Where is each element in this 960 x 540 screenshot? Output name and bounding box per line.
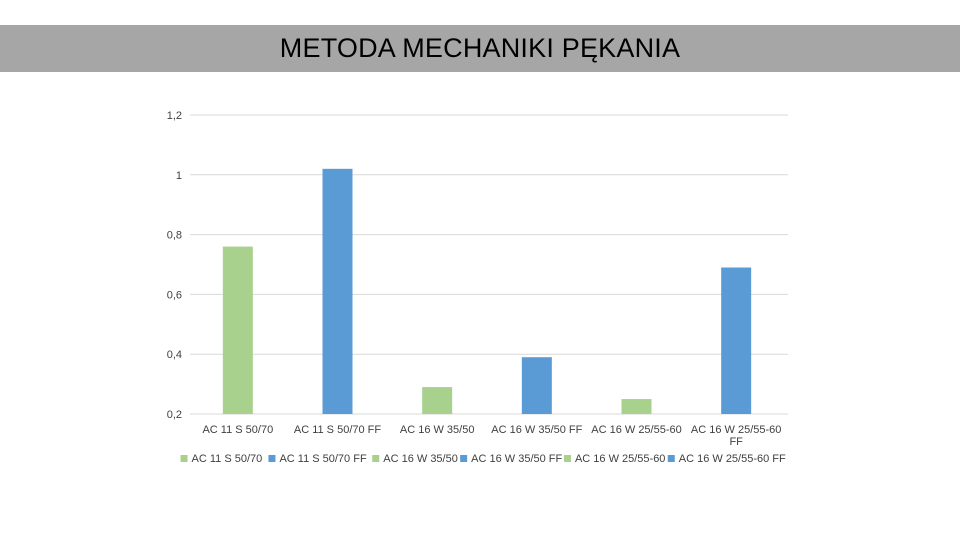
y-tick-label: 1 bbox=[176, 170, 182, 182]
bar bbox=[422, 387, 453, 414]
x-category-label: FF bbox=[729, 436, 743, 448]
bar bbox=[521, 357, 552, 414]
y-axis-ticks: 0,2 0,4 0,6 0,8 1 1,2 bbox=[167, 110, 182, 421]
y-tick-label: 0,8 bbox=[167, 230, 182, 242]
y-tick-label: 0,4 bbox=[167, 349, 182, 361]
legend-label: AC 16 W 35/50 bbox=[383, 453, 458, 465]
gridlines bbox=[190, 114, 788, 415]
legend-swatch bbox=[268, 455, 276, 462]
bar bbox=[222, 246, 253, 414]
legend-swatch bbox=[180, 455, 188, 462]
legend-label: AC 16 W 25/55-60 bbox=[575, 453, 666, 465]
legend-label: AC 16 W 35/50 FF bbox=[471, 453, 562, 465]
legend-swatch bbox=[460, 455, 468, 462]
bar bbox=[721, 267, 752, 414]
x-category-label: AC 16 W 25/55-60 bbox=[691, 424, 782, 436]
x-category-label: AC 16 W 35/50 bbox=[400, 424, 475, 436]
legend: AC 11 S 50/70 AC 11 S 50/70 FF AC 16 W 35/… bbox=[180, 453, 786, 465]
y-tick-label: 0,6 bbox=[167, 289, 182, 301]
legend-label: AC 11 S 50/70 FF bbox=[279, 453, 367, 465]
legend-label: AC 16 W 25/55-60 FF bbox=[679, 453, 786, 465]
y-tick-label: 1,2 bbox=[167, 110, 182, 122]
x-category-label: AC 11 S 50/70 bbox=[202, 424, 273, 436]
y-tick-label: 0,2 bbox=[167, 409, 182, 421]
bar bbox=[621, 399, 652, 414]
x-category-label: AC 16 W 25/55-60 bbox=[591, 424, 682, 436]
legend-swatch bbox=[372, 455, 380, 462]
bars bbox=[222, 168, 752, 414]
legend-swatch bbox=[563, 455, 571, 462]
legend-swatch bbox=[667, 455, 675, 462]
title-band: METODA MECHANIKI PĘKANIA bbox=[0, 25, 960, 72]
bar bbox=[322, 168, 353, 414]
x-category-label: AC 11 S 50/70 FF bbox=[294, 424, 382, 436]
slide-title: METODA MECHANIKI PĘKANIA bbox=[279, 33, 681, 63]
legend-label: AC 11 S 50/70 bbox=[192, 453, 263, 465]
x-axis-categories: AC 11 S 50/70 AC 11 S 50/70 FF AC 16 W 35/… bbox=[202, 424, 781, 448]
x-category-label: AC 16 W 35/50 FF bbox=[491, 424, 582, 436]
